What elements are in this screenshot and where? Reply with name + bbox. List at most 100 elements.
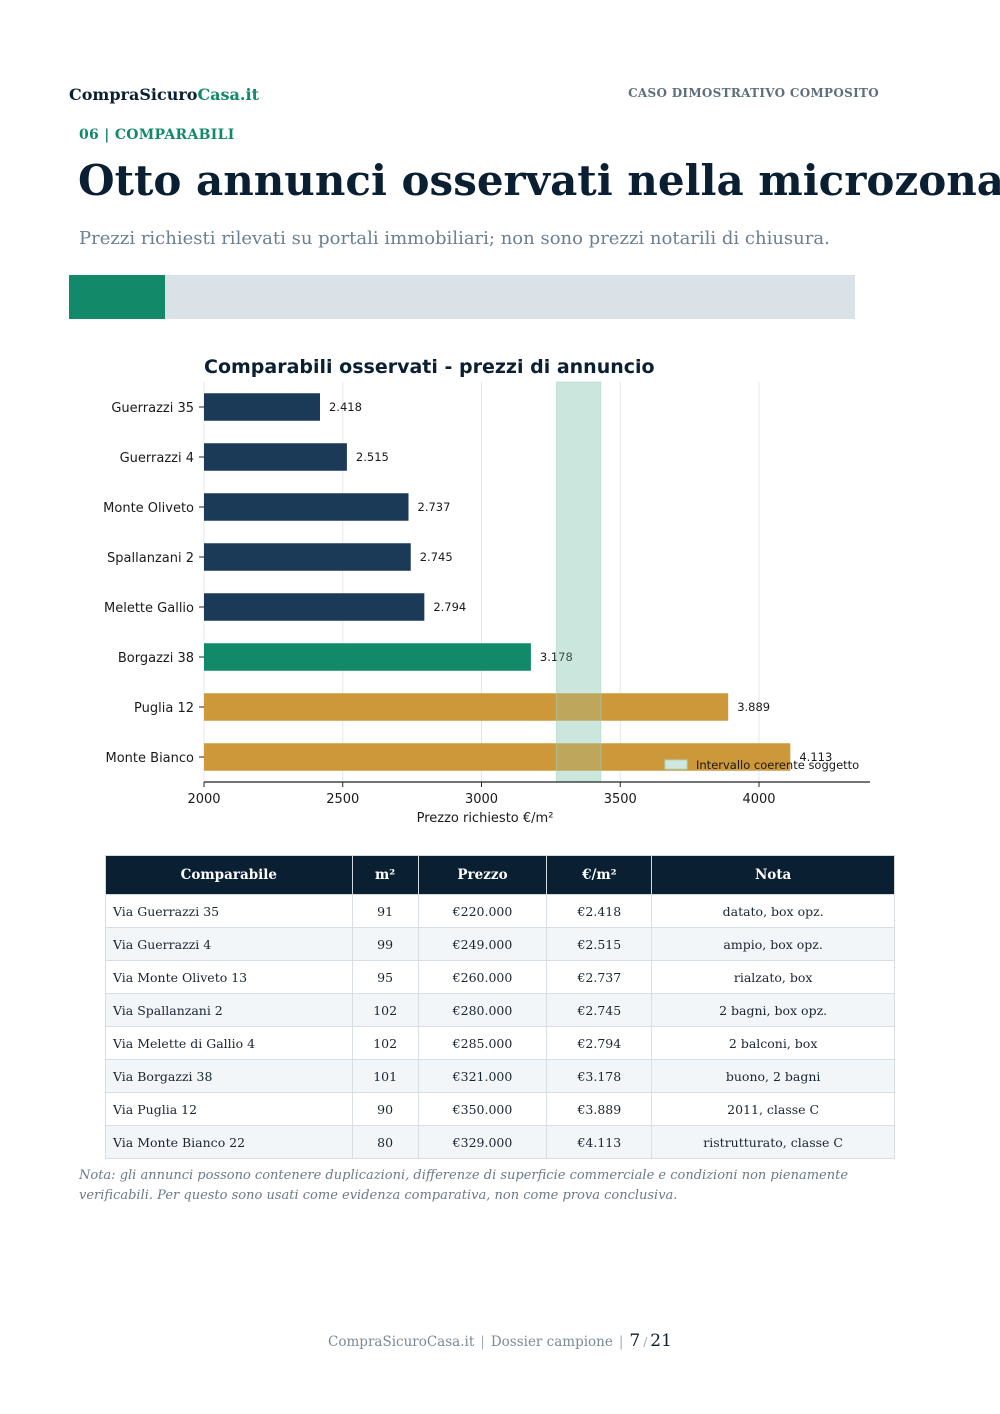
table-cell: Via Puglia 12 bbox=[105, 1092, 353, 1126]
page-number: 7 bbox=[629, 1331, 641, 1351]
bar-value-label: 2.745 bbox=[420, 550, 453, 564]
brand-main: CompraSicuro bbox=[69, 85, 198, 104]
table-cell: rialzato, box bbox=[651, 960, 895, 994]
table-header-row: Comparabile m² Prezzo €/m² Nota bbox=[105, 855, 895, 895]
y-tick-label: Borgazzi 38 bbox=[118, 651, 194, 666]
x-tick-label: 3000 bbox=[465, 792, 498, 807]
page-total: 21 bbox=[650, 1331, 672, 1351]
table-cell: Via Guerrazzi 4 bbox=[105, 927, 353, 961]
table-row: Via Melette di Gallio 4 102 €285.000 €2.794… bbox=[105, 1026, 895, 1060]
table-header-cell: Prezzo bbox=[417, 855, 548, 895]
table-row: Via Borgazzi 38 101 €321.000 €3.178 buono, 2… bbox=[105, 1059, 895, 1093]
progress-fill bbox=[69, 275, 165, 319]
bar-value-label: 2.418 bbox=[329, 400, 362, 414]
table-cell: €350.000 bbox=[417, 1092, 548, 1126]
table-cell: €3.889 bbox=[546, 1092, 653, 1126]
table-cell: €2.745 bbox=[546, 993, 653, 1027]
y-tick-label: Melette Gallio bbox=[104, 601, 194, 616]
table-cell: €260.000 bbox=[417, 960, 548, 994]
case-label: CASO DIMOSTRATIVO COMPOSITO bbox=[628, 86, 879, 100]
range-band-overlay bbox=[555, 381, 602, 783]
y-tick-label: Guerrazzi 4 bbox=[120, 451, 194, 466]
table-cell: €321.000 bbox=[417, 1059, 548, 1093]
table-cell: 102 bbox=[351, 1026, 419, 1060]
table-cell: €249.000 bbox=[417, 927, 548, 961]
footer-site: CompraSicuroCasa.it bbox=[328, 1334, 475, 1350]
brand-logo: CompraSicuroCasa.it bbox=[69, 85, 259, 104]
table-body: Via Guerrazzi 35 91 €220.000 €2.418 datato, … bbox=[105, 894, 895, 1159]
table-header-cell: Nota bbox=[651, 855, 895, 895]
y-tick-label: Monte Bianco bbox=[106, 751, 195, 766]
table-cell: ampio, box opz. bbox=[651, 927, 895, 961]
table-header-cell: m² bbox=[351, 855, 419, 895]
table-cell: 2 bagni, box opz. bbox=[651, 993, 895, 1027]
y-tick-label: Monte Oliveto bbox=[103, 501, 194, 516]
progress-bar bbox=[69, 275, 855, 319]
table-cell: €285.000 bbox=[417, 1026, 548, 1060]
table-cell: 90 bbox=[351, 1092, 419, 1126]
comparables-bar-chart: Comparabili osservati - prezzi di annunc… bbox=[103, 356, 870, 826]
x-tick-label: 3500 bbox=[604, 792, 637, 807]
brand-accent: Casa.it bbox=[197, 85, 259, 104]
table-cell: Via Spallanzani 2 bbox=[105, 993, 353, 1027]
table-cell: Via Monte Oliveto 13 bbox=[105, 960, 353, 994]
table-cell: 2011, classe C bbox=[651, 1092, 895, 1126]
page-title: Otto annunci osservati nella microzona bbox=[78, 156, 1000, 205]
x-axis-label: Prezzo richiesto €/m² bbox=[417, 811, 554, 826]
page-subtitle: Prezzi richiesti rilevati su portali imm… bbox=[79, 228, 830, 249]
table-cell: 101 bbox=[351, 1059, 419, 1093]
comparables-table: Comparabile m² Prezzo €/m² Nota Via Guerrazz… bbox=[105, 855, 895, 1159]
table-cell: 95 bbox=[351, 960, 419, 994]
chart-bar bbox=[204, 743, 791, 771]
table-cell: 99 bbox=[351, 927, 419, 961]
chart-bar bbox=[204, 543, 411, 571]
table-cell: Via Melette di Gallio 4 bbox=[105, 1026, 353, 1060]
x-tick-label: 4000 bbox=[742, 792, 775, 807]
x-tick-label: 2500 bbox=[326, 792, 359, 807]
chart-bar bbox=[204, 393, 320, 421]
chart-bar bbox=[204, 493, 409, 521]
chart-bar bbox=[204, 443, 347, 471]
table-row: Via Puglia 12 90 €350.000 €3.889 2011, class… bbox=[105, 1092, 895, 1126]
chart-bar bbox=[204, 643, 531, 671]
legend-label: Intervallo coerente soggetto bbox=[696, 758, 859, 772]
table-cell: Via Monte Bianco 22 bbox=[105, 1125, 353, 1159]
section-label: 06 | COMPARABILI bbox=[79, 127, 235, 143]
table-cell: Via Guerrazzi 35 bbox=[105, 894, 353, 928]
table-cell: €3.178 bbox=[546, 1059, 653, 1093]
table-cell: 102 bbox=[351, 993, 419, 1027]
y-tick-label: Spallanzani 2 bbox=[107, 551, 194, 566]
table-cell: €2.418 bbox=[546, 894, 653, 928]
table-cell: datato, box opz. bbox=[651, 894, 895, 928]
table-cell: buono, 2 bagni bbox=[651, 1059, 895, 1093]
table-cell: €2.515 bbox=[546, 927, 653, 961]
table-header-cell: €/m² bbox=[546, 855, 653, 895]
chart-bar bbox=[204, 593, 425, 621]
table-cell: €220.000 bbox=[417, 894, 548, 928]
page-footer: CompraSicuroCasa.it | Dossier campione | 7/2… bbox=[328, 1331, 672, 1351]
chart-bar bbox=[204, 693, 729, 721]
x-tick-label: 2000 bbox=[187, 792, 220, 807]
table-cell: ristrutturato, classe C bbox=[651, 1125, 895, 1159]
table-cell: €280.000 bbox=[417, 993, 548, 1027]
table-header-cell: Comparabile bbox=[105, 855, 353, 895]
footer-doc: Dossier campione bbox=[490, 1334, 613, 1350]
table-cell: €4.113 bbox=[546, 1125, 653, 1159]
chart-title: Comparabili osservati - prezzi di annunc… bbox=[204, 356, 655, 378]
table-row: Via Monte Bianco 22 80 €329.000 €4.113 ristr… bbox=[105, 1125, 895, 1159]
table-cell: €2.737 bbox=[546, 960, 653, 994]
bar-value-label: 2.794 bbox=[433, 600, 466, 614]
y-tick-label: Puglia 12 bbox=[134, 701, 194, 716]
table-cell: 2 balconi, box bbox=[651, 1026, 895, 1060]
table-row: Via Monte Oliveto 13 95 €260.000 €2.737 rial… bbox=[105, 960, 895, 994]
bar-value-label: 3.889 bbox=[737, 700, 770, 714]
table-cell: €329.000 bbox=[417, 1125, 548, 1159]
bar-value-label: 2.737 bbox=[418, 500, 451, 514]
table-cell: €2.794 bbox=[546, 1026, 653, 1060]
legend-swatch bbox=[664, 759, 688, 770]
table-cell: 80 bbox=[351, 1125, 419, 1159]
table-row: Via Spallanzani 2 102 €280.000 €2.745 2 bagn… bbox=[105, 993, 895, 1027]
y-tick-label: Guerrazzi 35 bbox=[111, 401, 194, 416]
table-cell: 91 bbox=[351, 894, 419, 928]
table-row: Via Guerrazzi 35 91 €220.000 €2.418 datato, … bbox=[105, 894, 895, 928]
